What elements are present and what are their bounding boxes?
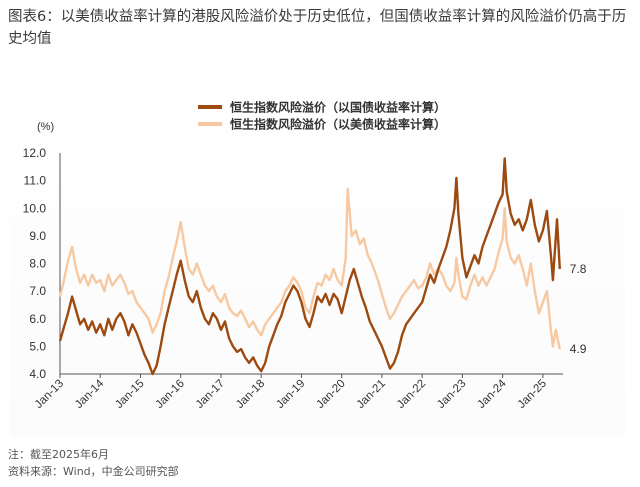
series-line-govt-bond — [58, 157, 561, 376]
chart-title: 图表6：以美债收益率计算的港股风险溢价处于历史低位，但国债收益率计算的风险溢价仍… — [8, 9, 627, 47]
x-tick-label: Jan-20 — [314, 378, 347, 411]
series-line-us-treasury — [58, 187, 561, 350]
y-tick-label: 9.0 — [29, 229, 46, 243]
x-tick-label: Jan-13 — [33, 378, 66, 411]
footnote: 注：截至2025年6月 — [8, 448, 109, 461]
x-tick-label: Jan-25 — [516, 378, 549, 411]
x-tick-label: Jan-15 — [113, 378, 146, 411]
y-tick-label: 4.0 — [29, 367, 46, 381]
x-tick-label: Jan-21 — [355, 378, 388, 411]
y-tick-label: 5.0 — [29, 339, 46, 353]
y-tick-label: 11.0 — [24, 174, 47, 188]
y-tick-label: 12.0 — [23, 146, 47, 160]
x-tick-label: Jan-23 — [435, 378, 468, 411]
legend-label: 恒生指数风险溢价（以国债收益率计算） — [230, 100, 446, 115]
y-tick-label: 7.0 — [29, 284, 46, 298]
x-tick-label: Jan-18 — [234, 378, 267, 411]
x-tick-label: Jan-17 — [194, 378, 227, 411]
y-tick-label: 6.0 — [29, 312, 46, 326]
x-tick-label: Jan-16 — [153, 378, 186, 411]
end-label-govt-bond: 7.8 — [570, 262, 587, 276]
source-note: 资料来源：Wind，中金公司研究部 — [8, 465, 179, 478]
x-tick-label: Jan-19 — [274, 378, 307, 411]
legend-label: 恒生指数风险溢价（以美债收益率计算） — [230, 117, 446, 132]
y-axis-unit: (%) — [37, 121, 54, 133]
x-tick-label: Jan-14 — [73, 377, 107, 411]
y-tick-label: 8.0 — [29, 257, 46, 271]
y-tick-label: 10.0 — [23, 201, 47, 215]
x-tick-label: Jan-24 — [475, 377, 509, 411]
end-label-us-treasury: 4.9 — [570, 342, 587, 356]
x-tick-label: Jan-22 — [395, 378, 428, 411]
